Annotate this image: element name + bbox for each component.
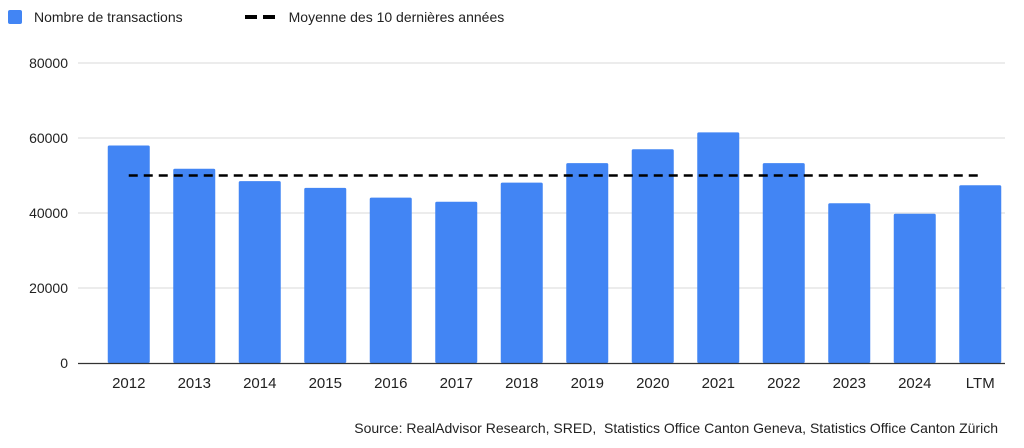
x-tick-label-2015: 2015	[309, 375, 342, 392]
bar-2021	[697, 132, 740, 363]
y-tick-label-80000: 80000	[29, 55, 68, 71]
y-tick-label-60000: 60000	[29, 130, 68, 146]
x-tick-label-2012: 2012	[112, 375, 145, 392]
chart-legend: Nombre de transactions Moyenne des 10 de…	[8, 7, 566, 27]
x-tick-label-2023: 2023	[833, 375, 866, 392]
x-tick-label-2021: 2021	[702, 375, 735, 392]
legend-label-transactions: Nombre de transactions	[34, 9, 183, 25]
bar-2024	[893, 213, 936, 363]
y-tick-label-0: 0	[60, 355, 68, 371]
bar-LTM	[959, 185, 1002, 363]
bar-2013	[173, 168, 216, 363]
bar-2020	[631, 149, 674, 363]
x-tick-label-2013: 2013	[178, 375, 211, 392]
x-tick-label-2020: 2020	[636, 375, 669, 392]
x-tick-label-LTM: LTM	[966, 375, 995, 392]
x-tick-label-2014: 2014	[243, 375, 276, 392]
y-tick-label-20000: 20000	[29, 280, 68, 296]
bar-2016	[369, 197, 412, 363]
x-tick-label-2017: 2017	[440, 375, 473, 392]
legend-swatch-dashed-line	[244, 15, 281, 19]
legend-item-transactions: Nombre de transactions	[8, 9, 183, 25]
legend-swatch-bars	[8, 10, 22, 24]
bar-2019	[566, 163, 609, 363]
x-tick-label-2018: 2018	[505, 375, 538, 392]
y-tick-label-40000: 40000	[29, 205, 68, 221]
legend-label-average: Moyenne des 10 dernières années	[288, 9, 505, 25]
bar-2014	[238, 181, 281, 363]
x-tick-label-2024: 2024	[898, 375, 931, 392]
x-tick-label-2022: 2022	[767, 375, 800, 392]
source-note: Source: RealAdvisor Research, SRED, Stat…	[354, 420, 998, 436]
x-tick-label-2019: 2019	[571, 375, 604, 392]
legend-item-average: Moyenne des 10 dernières années	[244, 9, 505, 25]
bar-2015	[304, 187, 347, 363]
x-tick-label-2016: 2016	[374, 375, 407, 392]
bar-2012	[107, 145, 150, 363]
bar-2023	[828, 203, 871, 363]
bar-2022	[762, 163, 805, 363]
bar-2018	[500, 182, 543, 363]
bar-2017	[435, 201, 478, 363]
